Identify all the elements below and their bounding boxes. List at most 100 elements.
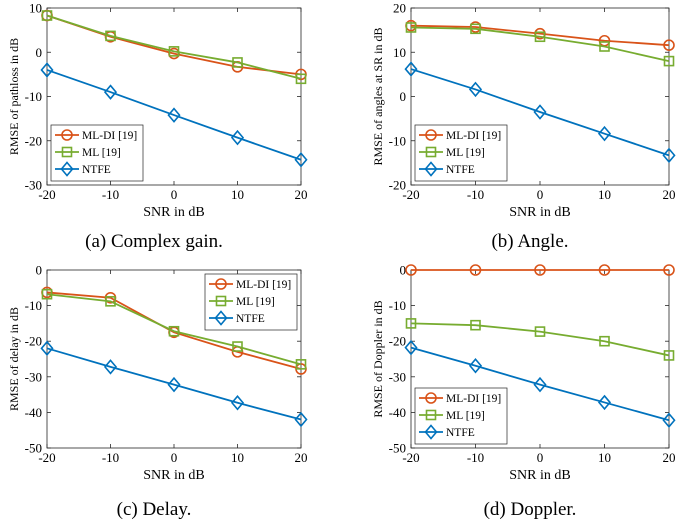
data-point-square <box>534 31 546 43</box>
x-tick-label: 0 <box>537 450 544 465</box>
series-square <box>41 10 307 85</box>
data-point-square <box>534 326 546 337</box>
data-point-diamond <box>230 129 245 146</box>
data-point-square <box>232 341 243 352</box>
series-line <box>410 24 670 47</box>
x-axis-label: SNR in dB <box>143 468 204 483</box>
legend-label: ML-DI [19] <box>82 130 137 142</box>
series-square <box>41 288 307 370</box>
legend-label: NTFE <box>82 164 111 176</box>
y-tick-label: -10 <box>389 298 406 313</box>
y-tick-label: 0 <box>36 45 43 60</box>
y-tick-label: 20 <box>393 1 406 16</box>
legend-marker-diamond <box>424 424 438 440</box>
series-line <box>410 322 670 357</box>
legend: ML-DI [19] ML [19] NTFE <box>414 124 508 182</box>
series-diamond <box>404 339 676 428</box>
data-point-diamond <box>597 394 612 411</box>
x-axis-label: SNR in dB <box>509 205 570 220</box>
y-tick-label: 0 <box>400 263 407 278</box>
panel-caption: (c) Delay. <box>117 499 192 520</box>
y-tick-label: -20 <box>389 178 406 193</box>
panel-caption: (d) Doppler. <box>484 499 577 520</box>
legend-marker-square <box>215 295 227 307</box>
data-point-diamond <box>103 84 118 100</box>
data-point-square <box>405 22 417 33</box>
data-point-square <box>295 359 307 370</box>
series-diamond <box>404 61 676 164</box>
data-point-square <box>470 319 481 331</box>
series-square <box>405 22 675 67</box>
data-point-square <box>232 57 243 68</box>
x-tick-label: -20 <box>38 450 55 465</box>
y-tick-label: 10 <box>29 1 42 16</box>
data-point-diamond <box>40 340 54 357</box>
legend-label: ML [19] <box>82 147 121 159</box>
y-tick-label: -30 <box>25 369 42 384</box>
data-point-diamond <box>294 411 308 428</box>
legend-marker-diamond <box>424 161 438 177</box>
data-point-square <box>470 23 481 35</box>
data-point-diamond <box>404 61 418 77</box>
series-line <box>410 68 670 157</box>
chart-panel-1: -20 -10 0 10 20 -20 -10 0 10 20 SNR in dB RMSE of a… <box>371 1 676 252</box>
series-line <box>46 69 302 161</box>
series-line <box>46 291 302 370</box>
x-tick-label: 10 <box>598 187 611 202</box>
x-tick-label: 20 <box>663 187 676 202</box>
x-tick-label: 0 <box>537 187 544 202</box>
data-point-square <box>41 288 53 300</box>
data-point-diamond <box>468 358 483 374</box>
y-tick-label: -10 <box>25 89 42 104</box>
legend-label: ML [19] <box>446 147 485 159</box>
chart-panel-2: -20 -10 0 10 20 -50 -40 -30 -20 -10 0 SNR in dB RMSE… <box>7 263 308 520</box>
data-point-diamond <box>597 125 612 142</box>
x-tick-label: 10 <box>231 187 244 202</box>
y-tick-label: 0 <box>36 263 43 278</box>
data-point-diamond <box>533 104 547 120</box>
data-point-square <box>663 55 675 67</box>
x-tick-label: -20 <box>402 187 419 202</box>
data-point-diamond <box>103 359 118 375</box>
x-tick-label: -10 <box>102 187 119 202</box>
y-tick-label: -10 <box>25 298 42 313</box>
series-diamond <box>40 62 308 168</box>
series-line <box>410 346 670 422</box>
x-tick-label: -20 <box>402 450 419 465</box>
data-point-diamond <box>533 376 547 393</box>
legend-marker-square <box>425 146 437 158</box>
data-point-diamond <box>167 107 181 123</box>
legend-label: ML-DI [19] <box>446 393 501 405</box>
legend-marker-circle <box>425 392 437 404</box>
series-line <box>46 293 302 366</box>
legend-marker-diamond <box>60 161 74 177</box>
legend-marker-square <box>425 409 437 421</box>
x-tick-label: 20 <box>295 450 308 465</box>
legend-label: ML [19] <box>236 296 275 308</box>
data-point-diamond <box>468 81 483 98</box>
data-point-diamond <box>230 395 245 411</box>
series-diamond <box>40 340 308 428</box>
legend-label: ML-DI [19] <box>236 279 291 291</box>
series-square <box>405 318 675 361</box>
data-point-square <box>405 318 417 329</box>
y-axis-label: RMSE of pathloss in dB <box>7 38 21 155</box>
y-axis-label: RMSE of Doppler in dB <box>371 300 385 417</box>
x-tick-label: -20 <box>38 187 55 202</box>
legend-marker-diamond <box>214 310 228 326</box>
y-axis-label: RMSE of delay in dB <box>7 307 21 411</box>
data-point-circle <box>405 264 417 276</box>
y-tick-label: -50 <box>389 441 406 456</box>
data-point-square <box>168 325 180 337</box>
x-tick-label: 0 <box>171 450 178 465</box>
legend-label: NTFE <box>446 427 475 439</box>
data-point-square <box>599 335 610 347</box>
data-point-square <box>168 46 180 57</box>
data-point-square <box>41 10 53 21</box>
x-tick-label: 10 <box>231 450 244 465</box>
y-tick-label: -20 <box>25 334 42 349</box>
data-point-diamond <box>662 147 676 164</box>
panel-caption: (a) Complex gain. <box>85 231 223 252</box>
legend: ML-DI [19] ML [19] NTFE <box>50 124 144 182</box>
